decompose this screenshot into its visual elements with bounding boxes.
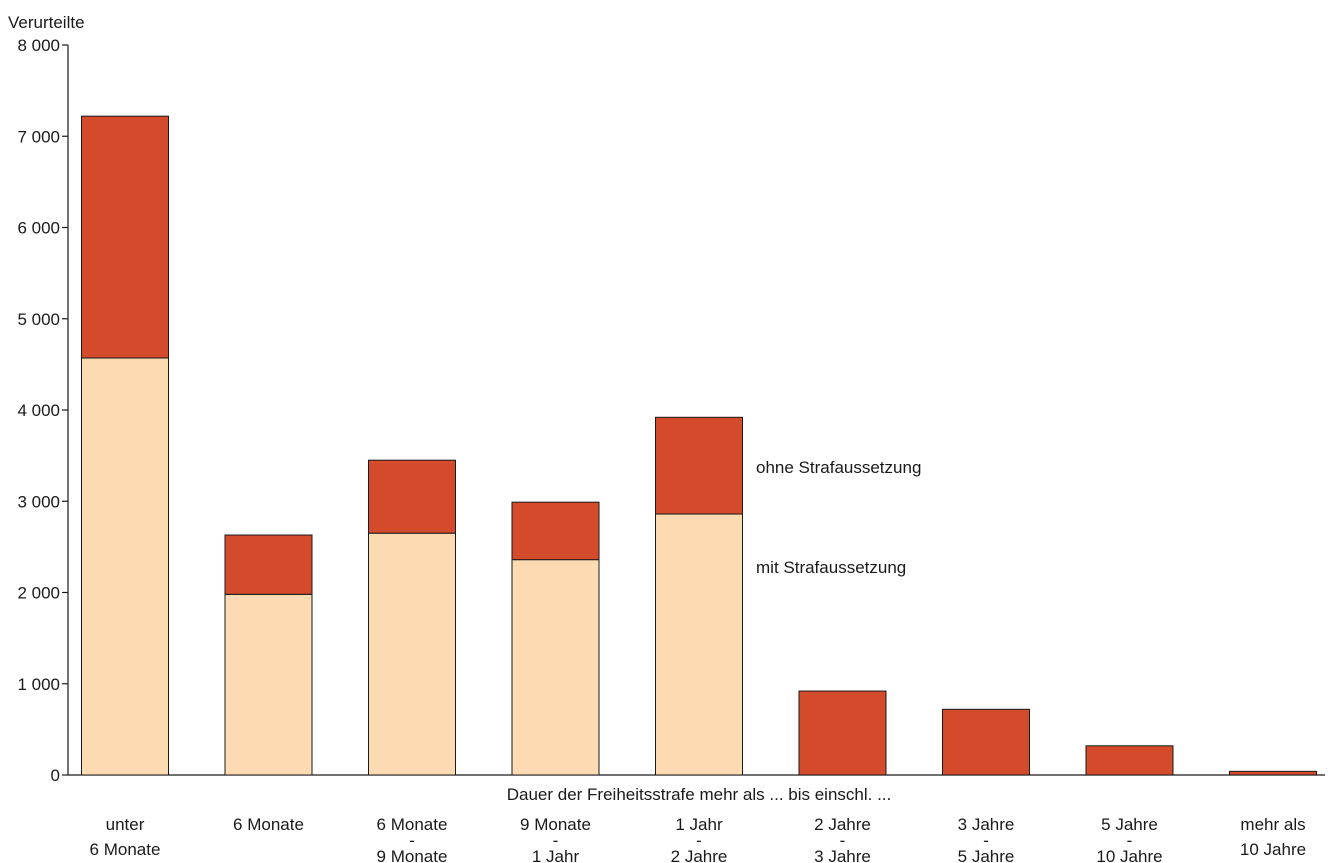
x-category-label: 6 Monate: [233, 815, 304, 834]
bar-segment-ohne-strafaussetzung: [224, 534, 313, 595]
x-category-label-line: 6 Monate: [233, 815, 304, 834]
x-axis-title: Dauer der Freiheitsstrafe mehr als ... b…: [507, 785, 892, 804]
bar-segment-mit-strafaussetzung: [655, 513, 743, 776]
x-category-label-line: 2 Jahre: [671, 847, 728, 863]
y-ticks: 0 1 000 2 000 3 000 4 000 5 000 6 000 7 000 8 00…: [17, 36, 68, 785]
y-tick-label: 5 000: [17, 310, 60, 329]
x-category-label-line: 6 Monate: [90, 840, 161, 859]
x-category-label: 3 Jahre -5 Jahre: [958, 815, 1015, 863]
series-label-mit-strafaussetzung: mit Strafaussetzung: [756, 558, 906, 577]
bar-segment-mit-strafaussetzung: [224, 593, 313, 776]
x-category-label-line: 1 Jahr: [532, 847, 580, 863]
y-tick-label: 7 000: [17, 127, 60, 146]
x-category-label-line: -: [553, 831, 559, 850]
y-tick-label: 0: [51, 766, 60, 785]
x-category-label: 5 Jahre -10 Jahre: [1096, 815, 1162, 863]
y-tick-label: 4 000: [17, 401, 60, 420]
x-category-label-line: 1 Jahr: [675, 815, 723, 834]
y-tick-label: 6 000: [17, 219, 60, 238]
x-category-label-line: 3 Jahre: [958, 815, 1015, 834]
bar-segment-ohne-strafaussetzung: [81, 115, 169, 359]
bar-segment-mit-strafaussetzung: [81, 357, 169, 776]
bar-segment-ohne-strafaussetzung: [1085, 745, 1174, 776]
series-label-ohne-strafaussetzung: ohne Strafaussetzung: [756, 458, 921, 477]
x-category-label-line: -: [696, 831, 702, 850]
x-category-label: 9 Monate -1 Jahr: [520, 815, 591, 863]
x-category-label: 2 Jahre -3 Jahre: [814, 815, 871, 863]
bar-segment-ohne-strafaussetzung: [368, 459, 456, 534]
x-category-label-line: -: [1127, 831, 1133, 850]
x-category-label: 1 Jahr -2 Jahre: [671, 815, 728, 863]
x-category-label-line: unter: [106, 815, 145, 834]
x-category-label-line: 3 Jahre: [814, 847, 871, 863]
bars: [81, 115, 1317, 776]
x-category-label-line: 9 Monate: [377, 847, 448, 863]
x-category-label-line: -: [409, 831, 415, 850]
x-category-label-line: 2 Jahre: [814, 815, 871, 834]
bar-segment-ohne-strafaussetzung: [798, 690, 887, 776]
x-category-label-line: -: [840, 831, 846, 850]
x-category-label-line: mehr als: [1240, 815, 1305, 834]
bar-segment-mit-strafaussetzung: [368, 532, 456, 776]
y-tick-label: 1 000: [17, 675, 60, 694]
bar-segment-ohne-strafaussetzung: [655, 416, 743, 515]
x-category-label-line: 10 Jahre: [1096, 847, 1162, 863]
x-category-label-line: 5 Jahre: [958, 847, 1015, 863]
x-category-label: mehr als 10 Jahre: [1240, 815, 1306, 859]
x-category-label-line: 9 Monate: [520, 815, 591, 834]
y-tick-label: 8 000: [17, 36, 60, 55]
y-axis-title: Verurteilte: [8, 13, 85, 32]
y-tick-label: 3 000: [17, 492, 60, 511]
x-category-label: unter 6 Monate: [90, 815, 161, 859]
bar-segment-ohne-strafaussetzung: [1229, 770, 1317, 776]
bar-segment-mit-strafaussetzung: [511, 559, 600, 776]
y-tick-label: 2 000: [17, 584, 60, 603]
x-category-label-line: -: [983, 831, 989, 850]
bar-segment-ohne-strafaussetzung: [511, 501, 600, 561]
bar-segment-ohne-strafaussetzung: [942, 708, 1030, 776]
x-category-label-line: 5 Jahre: [1101, 815, 1158, 834]
x-category-label-line: 10 Jahre: [1240, 840, 1306, 859]
x-category-label-line: 6 Monate: [377, 815, 448, 834]
x-category-label: 6 Monate -9 Monate: [377, 815, 448, 863]
